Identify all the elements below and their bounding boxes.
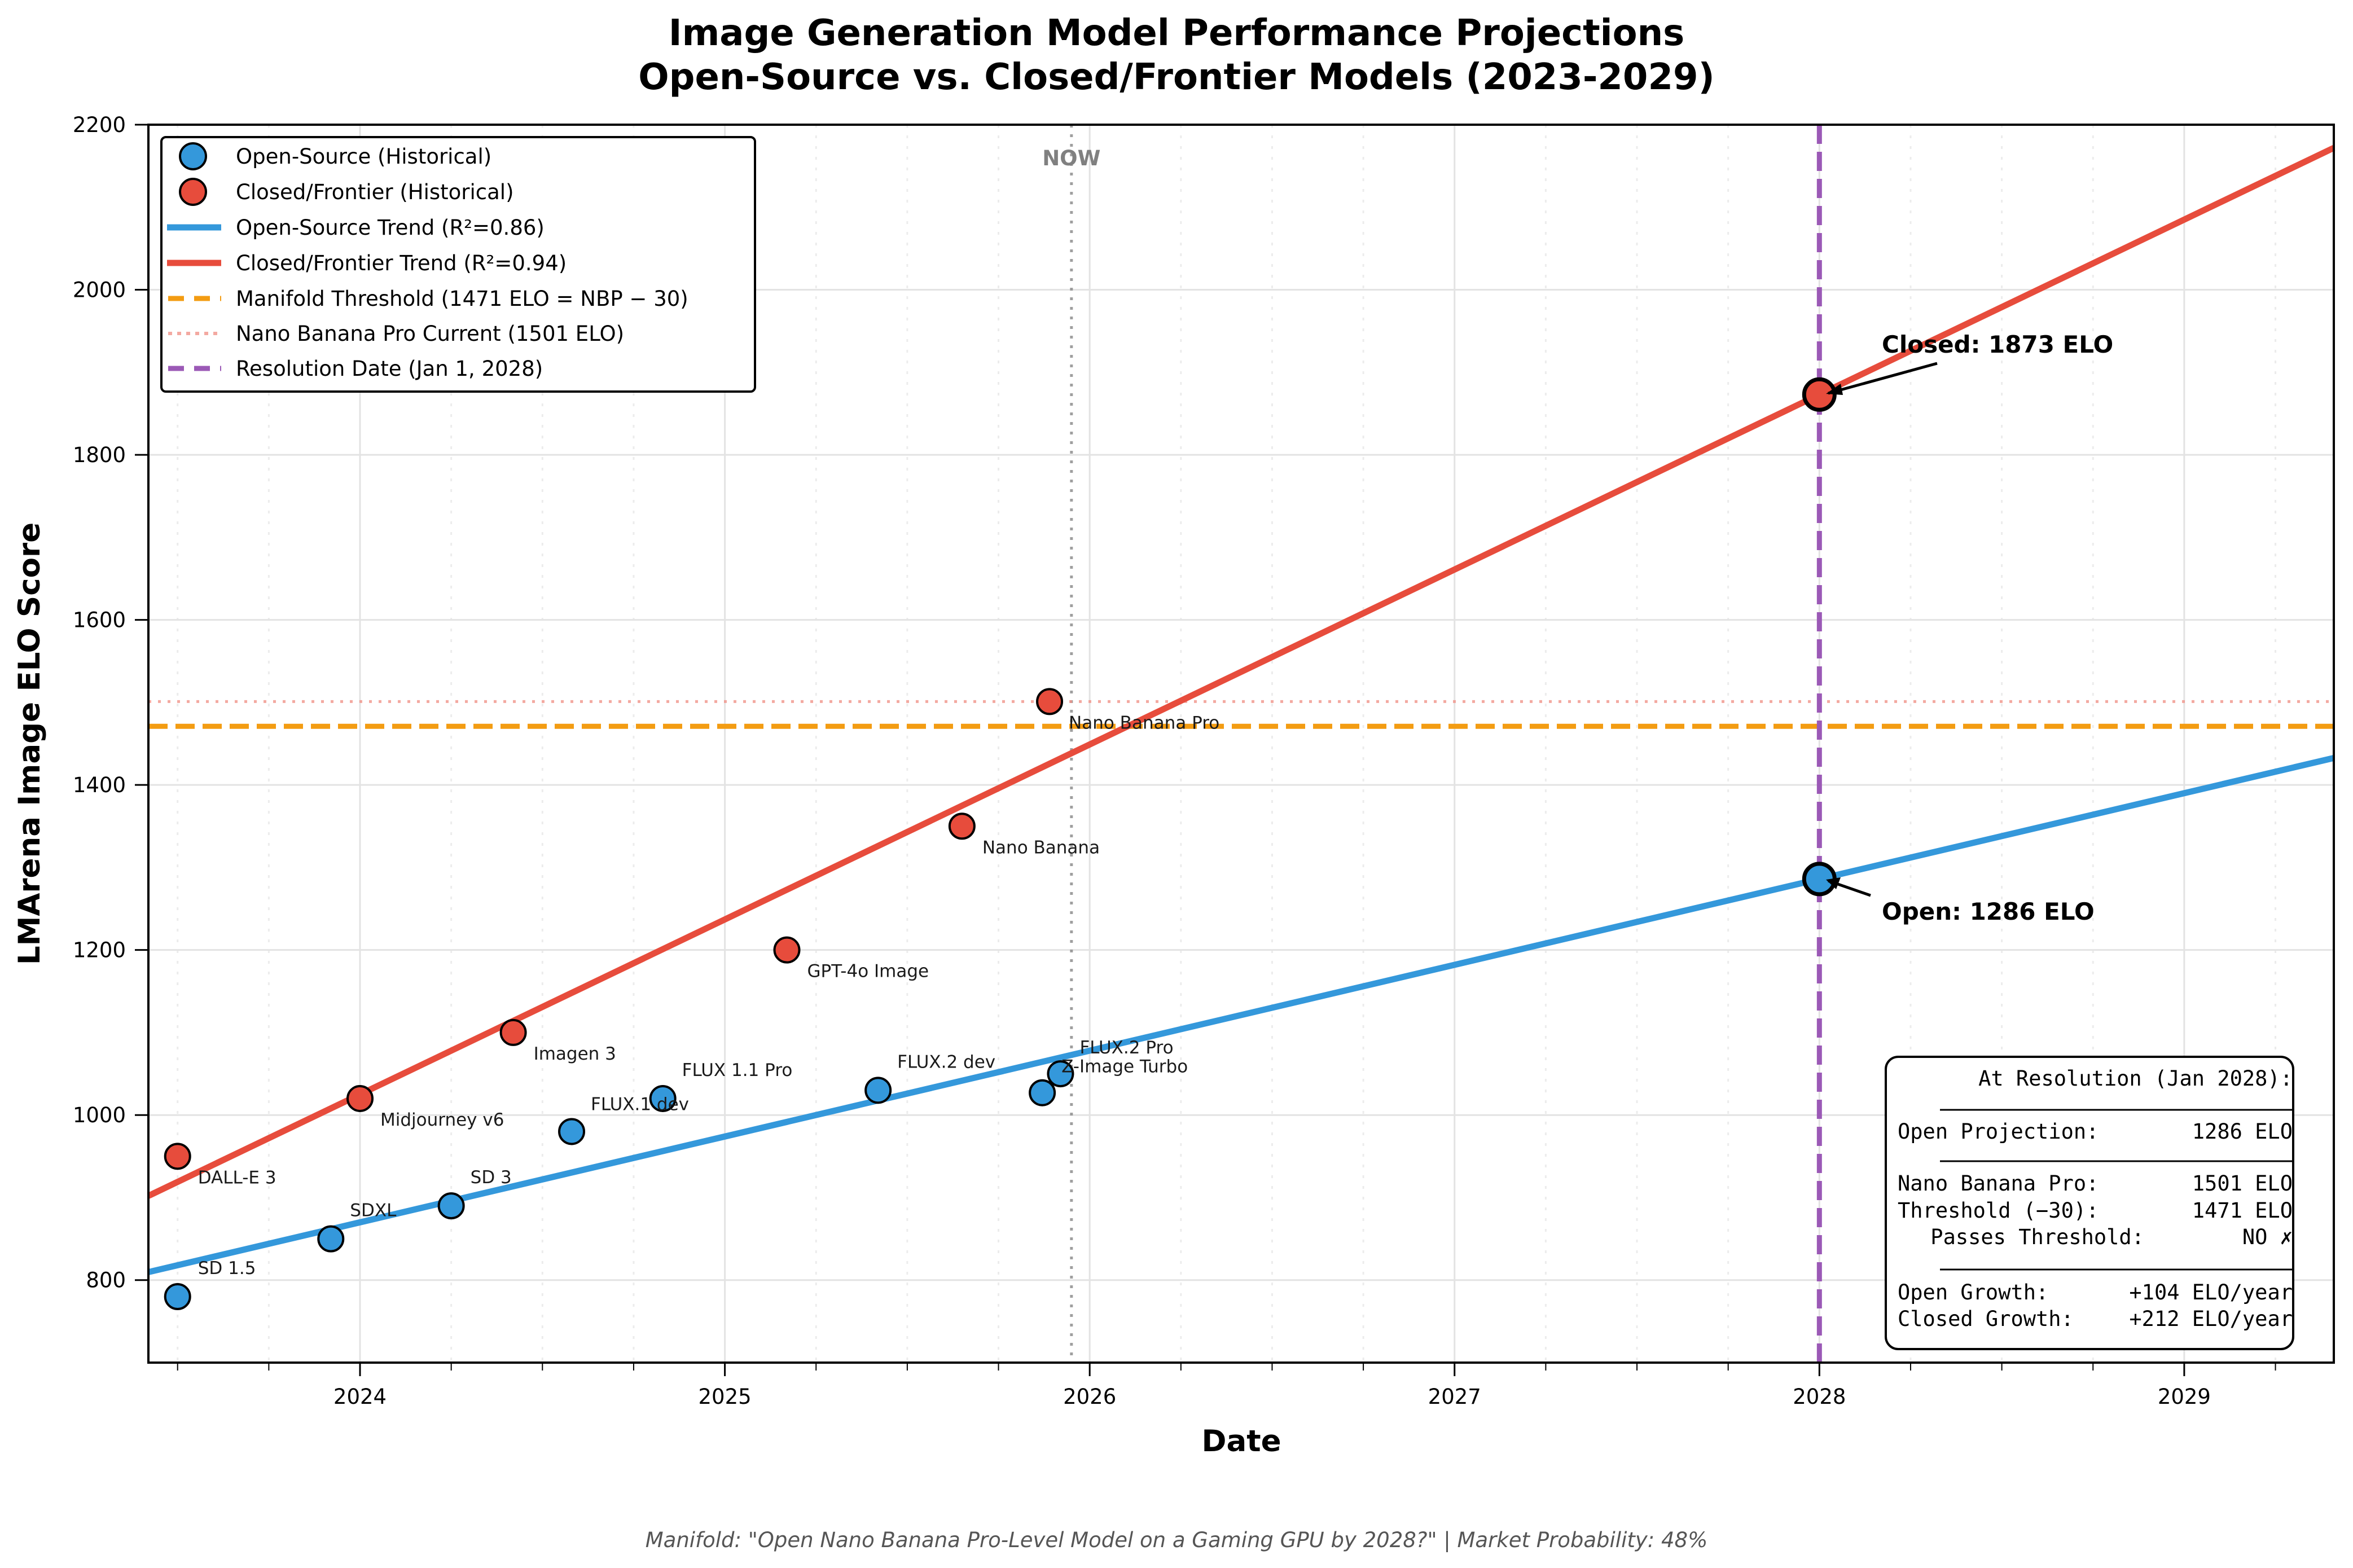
x-tick-label: 2026 bbox=[1063, 1385, 1116, 1409]
stats-open-projection-value: 1286 ELO bbox=[2192, 1119, 2293, 1144]
legend-label-closed-trend: Closed/Frontier Trend (R²=0.94) bbox=[236, 251, 567, 275]
y-axis-label: LMArena Image ELO Score bbox=[12, 522, 47, 965]
x-tick-label: 2024 bbox=[333, 1385, 387, 1409]
y-tick-label: 1400 bbox=[73, 773, 126, 797]
point-label: FLUX 1.1 Pro bbox=[682, 1060, 793, 1081]
stats-closed-growth-key: Closed Growth: bbox=[1898, 1307, 2074, 1331]
stats-box-frame bbox=[1885, 1056, 2294, 1350]
open-annotation-arrowhead bbox=[1826, 877, 1841, 889]
x-axis-label: Date bbox=[1201, 1424, 1281, 1459]
data-point bbox=[864, 1077, 892, 1104]
data-point bbox=[773, 936, 801, 964]
legend-label-open-historical: Open-Source (Historical) bbox=[236, 144, 491, 169]
data-point bbox=[1036, 688, 1064, 715]
y-tick-label: 2000 bbox=[73, 278, 126, 302]
reference-lines bbox=[148, 125, 2334, 1363]
legend-label-resolution: Resolution Date (Jan 1, 2028) bbox=[236, 357, 543, 381]
legend-label-closed-historical: Closed/Frontier (Historical) bbox=[236, 180, 514, 204]
stats-nbp-value: 1501 ELO bbox=[2192, 1171, 2293, 1196]
x-tick-label: 2029 bbox=[2158, 1385, 2211, 1409]
data-point bbox=[649, 1084, 677, 1112]
point-label: FLUX.2 Pro bbox=[1079, 1038, 1173, 1058]
stats-box: At Resolution (Jan 2028): Open Projectio… bbox=[1885, 1056, 2294, 1350]
y-tick-label: 1600 bbox=[73, 608, 126, 633]
data-point bbox=[437, 1192, 465, 1220]
x-tick-label: 2025 bbox=[699, 1385, 752, 1409]
data-point bbox=[558, 1118, 586, 1145]
projection-marker bbox=[1802, 862, 1837, 897]
projection-markers bbox=[1802, 377, 1837, 897]
data-point bbox=[164, 1143, 191, 1170]
point-label: Nano Banana bbox=[982, 837, 1100, 858]
legend-open-marker-icon bbox=[179, 142, 207, 170]
stats-closed-growth-value: +212 ELO/year bbox=[2129, 1307, 2293, 1331]
point-label: GPT-4o Image bbox=[807, 961, 929, 982]
y-tick-label: 800 bbox=[86, 1268, 126, 1293]
data-point bbox=[1029, 1079, 1056, 1106]
point-label: FLUX.1 dev bbox=[591, 1094, 689, 1114]
now-label: NOW bbox=[1042, 146, 1100, 170]
closed-annotation-arrowhead bbox=[1826, 384, 1843, 395]
point-label: FLUX.2 dev bbox=[897, 1052, 995, 1072]
open-projection-label: Open: 1286 ELO bbox=[1882, 898, 2095, 925]
y-tick-label: 1000 bbox=[73, 1103, 126, 1127]
stats-threshold-key: Threshold (−30): bbox=[1898, 1198, 2099, 1223]
legend-label-threshold: Manifold Threshold (1471 ELO = NBP − 30) bbox=[236, 287, 688, 311]
point-label: SD 3 bbox=[471, 1167, 512, 1188]
stats-nbp-key: Nano Banana Pro: bbox=[1898, 1171, 2099, 1196]
closed-annotation-arrow bbox=[1828, 362, 1938, 395]
data-point bbox=[1047, 1060, 1074, 1088]
point-label: Midjourney v6 bbox=[380, 1110, 504, 1130]
stats-open-growth-value: +104 ELO/year bbox=[2129, 1280, 2293, 1305]
point-label: SDXL bbox=[350, 1201, 397, 1221]
footer-note: Manifold: "Open Nano Banana Pro-Level Mo… bbox=[646, 1528, 1708, 1552]
open-projection-annotation: Open: 1286 ELO bbox=[1826, 877, 2095, 925]
stats-passes-value: NO ✗ bbox=[2242, 1225, 2293, 1249]
data-point bbox=[499, 1018, 527, 1046]
point-label: DALL-E 3 bbox=[198, 1167, 276, 1188]
x-tick-label: 2027 bbox=[1428, 1385, 1481, 1409]
stats-passes-key: Passes Threshold: bbox=[1930, 1225, 2144, 1249]
open-trend-line bbox=[147, 755, 2335, 1275]
stats-header: At Resolution (Jan 2028): bbox=[1978, 1066, 2293, 1091]
stats-open-projection-key: Open Projection: bbox=[1898, 1119, 2099, 1144]
data-points bbox=[164, 688, 1074, 1310]
point-label: Z-Image Turbo bbox=[1061, 1057, 1188, 1077]
data-point bbox=[346, 1084, 374, 1112]
legend-label-open-trend: Open-Source Trend (R²=0.86) bbox=[236, 216, 545, 240]
closed-projection-label: Closed: 1873 ELO bbox=[1882, 331, 2113, 358]
chart-subtitle: Open-Source vs. Closed/Frontier Models (… bbox=[638, 56, 1715, 98]
plot-frame bbox=[147, 124, 2335, 1364]
data-point bbox=[164, 1282, 191, 1310]
point-label: SD 1.5 bbox=[198, 1258, 256, 1279]
y-tick-label: 1200 bbox=[73, 938, 126, 963]
chart-title: Image Generation Model Performance Proje… bbox=[669, 12, 1684, 54]
closed-projection-annotation: Closed: 1873 ELO bbox=[1826, 331, 2113, 395]
y-tick-label: 1800 bbox=[73, 443, 126, 467]
legend-label-nbp-current: Nano Banana Pro Current (1501 ELO) bbox=[236, 322, 624, 346]
projection-marker bbox=[1802, 377, 1837, 412]
x-tick-label: 2028 bbox=[1793, 1385, 1846, 1409]
point-label: Nano Banana Pro bbox=[1069, 713, 1219, 733]
data-point bbox=[948, 812, 976, 840]
legend-closed-marker-icon bbox=[179, 178, 207, 206]
data-point bbox=[317, 1225, 345, 1253]
stats-open-growth-key: Open Growth: bbox=[1898, 1280, 2048, 1305]
point-labels: SD 1.5 SDXL SD 3 FLUX.1 dev FLUX 1.1 Pro FLUX… bbox=[198, 713, 1220, 1279]
stats-threshold-value: 1471 ELO bbox=[2192, 1198, 2293, 1223]
y-tick-label: 2200 bbox=[73, 113, 126, 137]
legend: Open-Source (Historical) Closed/Frontier… bbox=[160, 136, 756, 393]
point-label: Imagen 3 bbox=[534, 1044, 616, 1064]
axis-ticks: 2024 2025 2026 2027 2028 2029 800 1000 1200 1400 1… bbox=[73, 113, 2276, 1409]
legend-box bbox=[160, 136, 756, 393]
